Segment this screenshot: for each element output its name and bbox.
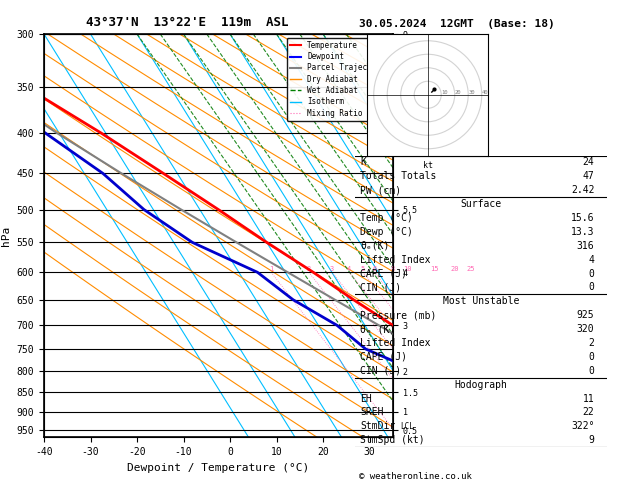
Text: 13.3: 13.3 [571, 227, 594, 237]
Text: 25: 25 [467, 266, 475, 272]
Text: StmDir: StmDir [360, 421, 396, 431]
Text: 4: 4 [347, 266, 352, 272]
Text: θₑ(K): θₑ(K) [360, 241, 390, 251]
Text: 925: 925 [577, 310, 594, 320]
Text: StmSpd (kt): StmSpd (kt) [360, 435, 425, 445]
Text: Dewp (°C): Dewp (°C) [360, 227, 413, 237]
Text: CIN (J): CIN (J) [360, 282, 401, 293]
Text: 43°37'N  13°22'E  119m  ASL: 43°37'N 13°22'E 119m ASL [86, 16, 288, 29]
Text: 40: 40 [482, 90, 488, 95]
Text: 30.05.2024  12GMT  (Base: 18): 30.05.2024 12GMT (Base: 18) [359, 19, 554, 30]
Text: 24: 24 [582, 157, 594, 168]
Text: EH: EH [360, 394, 372, 403]
Text: CAPE (J): CAPE (J) [360, 269, 408, 278]
Text: 322°: 322° [571, 421, 594, 431]
Text: Most Unstable: Most Unstable [443, 296, 520, 306]
Text: 15: 15 [430, 266, 439, 272]
Text: 10: 10 [403, 266, 411, 272]
Text: 4: 4 [589, 255, 594, 265]
Text: Surface: Surface [460, 199, 502, 209]
Text: Temp (°C): Temp (°C) [360, 213, 413, 223]
Text: 2: 2 [589, 338, 594, 348]
Text: θₑ (K): θₑ (K) [360, 324, 396, 334]
Text: PW (cm): PW (cm) [360, 185, 401, 195]
Text: 316: 316 [577, 241, 594, 251]
Text: 6: 6 [372, 266, 376, 272]
Text: 0: 0 [589, 352, 594, 362]
Text: 20: 20 [455, 90, 461, 95]
Y-axis label: hPa: hPa [1, 226, 11, 246]
Text: K: K [360, 157, 366, 168]
Text: 2: 2 [307, 266, 311, 272]
Text: 22: 22 [582, 407, 594, 417]
Text: 30: 30 [468, 90, 475, 95]
Text: 47: 47 [582, 172, 594, 181]
Text: Pressure (mb): Pressure (mb) [360, 310, 437, 320]
Text: 20: 20 [450, 266, 459, 272]
Y-axis label: km
ASL: km ASL [426, 54, 443, 76]
Text: Hodograph: Hodograph [455, 380, 508, 390]
X-axis label: kt: kt [423, 161, 433, 170]
Text: 11: 11 [582, 394, 594, 403]
Text: © weatheronline.co.uk: © weatheronline.co.uk [359, 472, 471, 481]
X-axis label: Dewpoint / Temperature (°C): Dewpoint / Temperature (°C) [127, 463, 309, 473]
Legend: Temperature, Dewpoint, Parcel Trajectory, Dry Adiabat, Wet Adiabat, Isotherm, Mi: Temperature, Dewpoint, Parcel Trajectory… [287, 38, 389, 121]
Text: 8: 8 [391, 266, 395, 272]
Text: 0: 0 [589, 282, 594, 293]
Text: 2.42: 2.42 [571, 185, 594, 195]
Text: 15.6: 15.6 [571, 213, 594, 223]
Text: 10: 10 [441, 90, 448, 95]
Text: Lifted Index: Lifted Index [360, 255, 431, 265]
Text: 320: 320 [577, 324, 594, 334]
Text: SREH: SREH [360, 407, 384, 417]
Text: 5: 5 [361, 266, 365, 272]
Text: 0: 0 [589, 269, 594, 278]
Text: CIN (J): CIN (J) [360, 366, 401, 376]
Text: LCL: LCL [400, 422, 414, 431]
Text: 3: 3 [330, 266, 334, 272]
Text: 1: 1 [269, 266, 273, 272]
Text: 9: 9 [589, 435, 594, 445]
Text: Totals Totals: Totals Totals [360, 172, 437, 181]
Text: CAPE (J): CAPE (J) [360, 352, 408, 362]
Text: Lifted Index: Lifted Index [360, 338, 431, 348]
Text: 0: 0 [589, 366, 594, 376]
